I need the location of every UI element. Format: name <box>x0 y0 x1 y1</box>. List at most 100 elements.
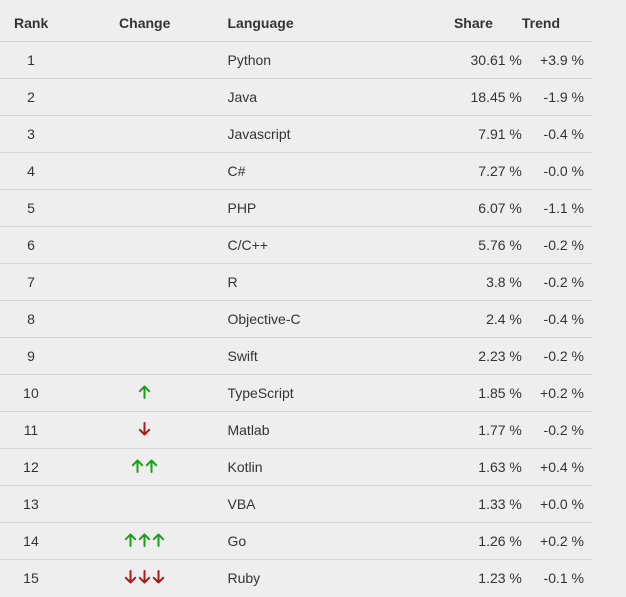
language-cell: Python <box>227 41 388 79</box>
header-change: Change <box>119 14 171 31</box>
share-cell: 7.27 % <box>387 152 522 190</box>
trend-cell: -0.4 % <box>521 115 592 153</box>
trend-cell: -0.2 % <box>521 226 592 264</box>
language-cell: VBA <box>227 485 388 523</box>
language-cell: Go <box>227 522 388 560</box>
table-row: 13 VBA 1.33 % +0.0 % <box>0 485 592 523</box>
rank-cell: 2 <box>0 78 62 116</box>
table-row: 10 TypeScript 1.85 % +0.2 % <box>0 374 592 412</box>
change-cell <box>61 522 228 560</box>
arrow-up-icon <box>138 385 151 399</box>
header-language: Language <box>227 14 294 31</box>
share-cell: 1.85 % <box>387 374 522 412</box>
language-cell: C/C++ <box>227 226 388 264</box>
change-cell <box>61 337 228 375</box>
table-header-row: Rank Change Language Share Trend <box>0 4 592 42</box>
rank-cell: 6 <box>0 226 62 264</box>
table-row: 6 C/C++ 5.76 % -0.2 % <box>0 226 592 264</box>
change-cell <box>61 78 228 116</box>
change-cell <box>61 448 228 486</box>
trend-cell: +0.0 % <box>521 485 592 523</box>
table-row: 15 Ruby 1.23 % -0.1 % <box>0 559 592 596</box>
trend-cell: -1.1 % <box>521 189 592 227</box>
change-arrows <box>138 421 151 436</box>
change-cell <box>61 263 228 301</box>
header-share: Share <box>453 14 493 31</box>
change-cell <box>61 41 228 79</box>
arrow-up-icon <box>145 459 158 473</box>
change-cell <box>61 226 228 264</box>
change-cell <box>61 485 228 523</box>
change-cell <box>61 559 228 596</box>
rank-cell: 4 <box>0 152 62 190</box>
arrow-up-icon <box>152 533 165 547</box>
arrow-up-icon <box>138 533 151 547</box>
change-arrows <box>138 385 151 399</box>
arrow-up-icon <box>131 459 144 473</box>
rank-cell: 8 <box>0 300 62 338</box>
rank-cell: 10 <box>0 374 62 412</box>
table-row: 11 Matlab 1.77 % -0.2 % <box>0 411 592 449</box>
arrow-down-icon <box>138 421 151 436</box>
share-cell: 1.33 % <box>387 485 522 523</box>
change-cell <box>61 411 228 449</box>
arrow-down-icon <box>152 569 165 584</box>
language-cell: TypeScript <box>227 374 388 412</box>
rank-cell: 5 <box>0 189 62 227</box>
table-row: 9 Swift 2.23 % -0.2 % <box>0 337 592 375</box>
header-rank: Rank <box>14 14 49 31</box>
table-row: 14 Go 1.26 % +0.2 % <box>0 522 592 560</box>
change-cell <box>61 152 228 190</box>
ranking-table: Rank Change Language Share Trend 1 Python… <box>0 4 592 596</box>
table-body: 1 Python 30.61 % +3.9 % 2 Java 18.45 % -1.9 % 3 J… <box>0 41 592 596</box>
change-cell <box>61 189 228 227</box>
language-cell: Swift <box>227 337 388 375</box>
table-row: 5 PHP 6.07 % -1.1 % <box>0 189 592 227</box>
trend-cell: -0.4 % <box>521 300 592 338</box>
change-cell <box>61 374 228 412</box>
rank-cell: 1 <box>0 41 62 79</box>
share-cell: 7.91 % <box>387 115 522 153</box>
table-row: 8 Objective-C 2.4 % -0.4 % <box>0 300 592 338</box>
rank-cell: 13 <box>0 485 62 523</box>
share-cell: 5.76 % <box>387 226 522 264</box>
change-arrows <box>131 459 158 473</box>
share-cell: 1.63 % <box>387 448 522 486</box>
trend-cell: -1.9 % <box>521 78 592 116</box>
share-cell: 3.8 % <box>387 263 522 301</box>
rank-cell: 15 <box>0 559 62 596</box>
trend-cell: +0.2 % <box>521 374 592 412</box>
trend-cell: +3.9 % <box>521 41 592 79</box>
table-row: 4 C# 7.27 % -0.0 % <box>0 152 592 190</box>
header-trend: Trend <box>521 14 560 31</box>
rank-cell: 11 <box>0 411 62 449</box>
rank-cell: 3 <box>0 115 62 153</box>
language-cell: Objective-C <box>227 300 388 338</box>
table-row: 2 Java 18.45 % -1.9 % <box>0 78 592 116</box>
share-cell: 1.77 % <box>387 411 522 449</box>
share-cell: 1.26 % <box>387 522 522 560</box>
language-cell: PHP <box>227 189 388 227</box>
share-cell: 2.4 % <box>387 300 522 338</box>
share-cell: 30.61 % <box>387 41 522 79</box>
language-cell: Kotlin <box>227 448 388 486</box>
change-arrows <box>124 569 165 584</box>
trend-cell: -0.2 % <box>521 263 592 301</box>
table-row: 3 Javascript 7.91 % -0.4 % <box>0 115 592 153</box>
trend-cell: -0.2 % <box>521 411 592 449</box>
rank-cell: 12 <box>0 448 62 486</box>
trend-cell: -0.0 % <box>521 152 592 190</box>
language-cell: Java <box>227 78 388 116</box>
language-cell: Javascript <box>227 115 388 153</box>
trend-cell: +0.2 % <box>521 522 592 560</box>
table-row: 7 R 3.8 % -0.2 % <box>0 263 592 301</box>
change-cell <box>61 115 228 153</box>
rank-cell: 14 <box>0 522 62 560</box>
language-cell: Matlab <box>227 411 388 449</box>
arrow-down-icon <box>124 569 137 584</box>
trend-cell: -0.1 % <box>521 559 592 596</box>
table-row: 12 Kotlin 1.63 % +0.4 % <box>0 448 592 486</box>
share-cell: 2.23 % <box>387 337 522 375</box>
rank-cell: 9 <box>0 337 62 375</box>
